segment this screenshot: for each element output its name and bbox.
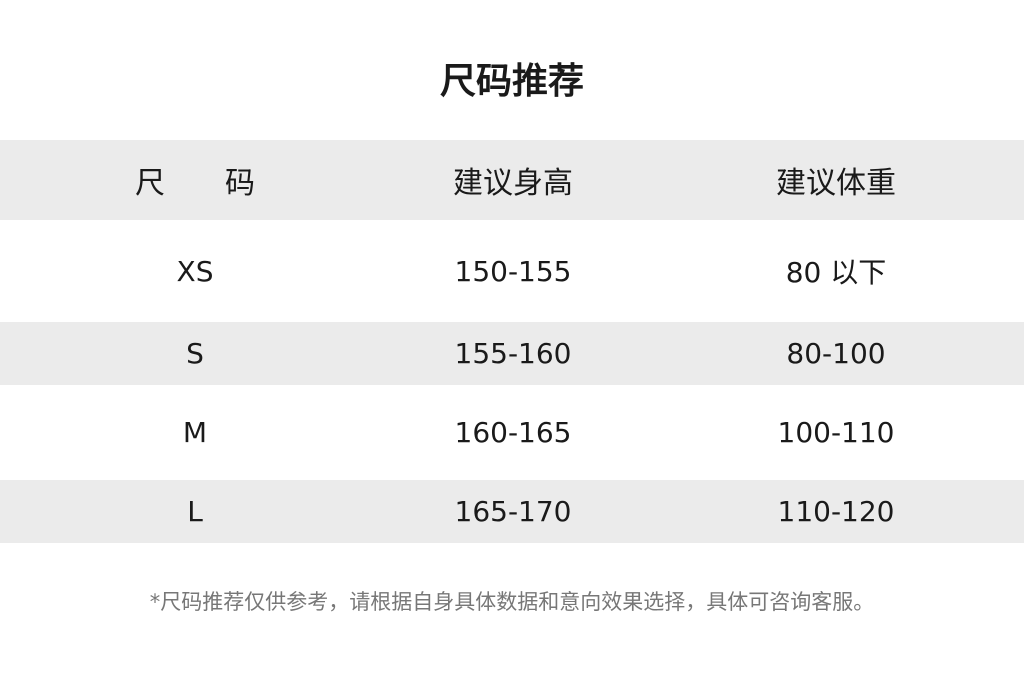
table-row: XS 150-155 80 以下	[0, 220, 1024, 322]
weight-cell: 80 以下	[785, 256, 887, 289]
size-cell: XS	[176, 254, 214, 288]
header-size: 尺 码	[135, 166, 255, 201]
footnote: *尺码推荐仅供参考，请根据自身具体数据和意向效果选择，具体可咨询客服。	[149, 590, 875, 614]
header-height: 建议身高	[453, 166, 573, 201]
height-cell: 150-155	[454, 254, 572, 288]
weight-cell: 80-100	[786, 337, 886, 370]
weight-cell: 110-120	[777, 495, 895, 528]
table-row: S 155-160 80-100	[0, 322, 1024, 385]
header-weight: 建议体重	[776, 166, 896, 201]
height-cell: 165-170	[454, 495, 572, 528]
table-header: 尺 码 建议身高 建议体重	[0, 140, 1024, 220]
height-cell: 160-165	[454, 416, 572, 449]
weight-cell: 100-110	[777, 416, 895, 449]
page-title: 尺码推荐	[439, 61, 584, 102]
table-row: M 160-165 100-110	[0, 385, 1024, 480]
size-cell: L	[187, 495, 203, 528]
size-cell: M	[182, 416, 208, 449]
height-cell: 155-160	[454, 337, 572, 370]
size-cell: S	[186, 337, 204, 370]
table-row: L 165-170 110-120	[0, 480, 1024, 543]
